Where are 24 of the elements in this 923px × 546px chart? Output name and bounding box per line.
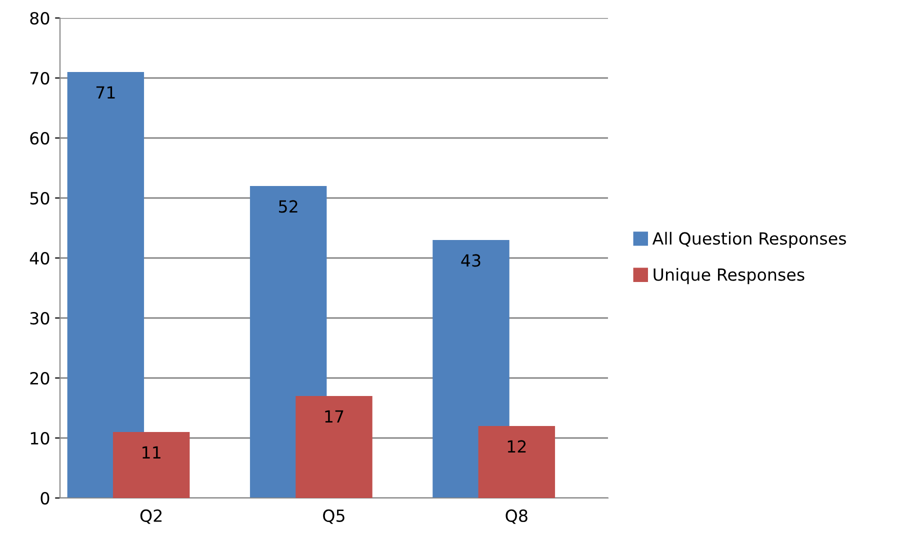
y-tick-label: 60	[30, 132, 50, 145]
y-tick-label: 0	[40, 492, 50, 505]
data-label: 71	[96, 86, 115, 99]
x-tick-label: Q8	[506, 509, 528, 524]
y-tick-label: 20	[30, 372, 50, 385]
data-label: 52	[279, 200, 298, 213]
legend-label: Unique Responses	[654, 268, 804, 284]
legend-label: All Question Responses	[652, 232, 846, 248]
bar	[296, 396, 372, 498]
y-tick-label: 10	[30, 432, 50, 445]
y-tick-label: 80	[30, 12, 50, 25]
y-tick-label: 40	[30, 252, 50, 265]
bar	[478, 426, 556, 498]
y-tick-label: 30	[30, 312, 50, 325]
data-label: 11	[142, 446, 160, 459]
bar	[112, 432, 190, 498]
x-tick-label: Q2	[140, 509, 162, 524]
bar	[67, 72, 144, 498]
data-label: 17	[325, 410, 344, 423]
data-label: 43	[461, 254, 480, 267]
data-label: 12	[508, 440, 526, 453]
y-tick-label: 70	[30, 72, 50, 85]
y-tick-label: 50	[30, 192, 50, 205]
x-tick-label: Q5	[323, 509, 344, 524]
